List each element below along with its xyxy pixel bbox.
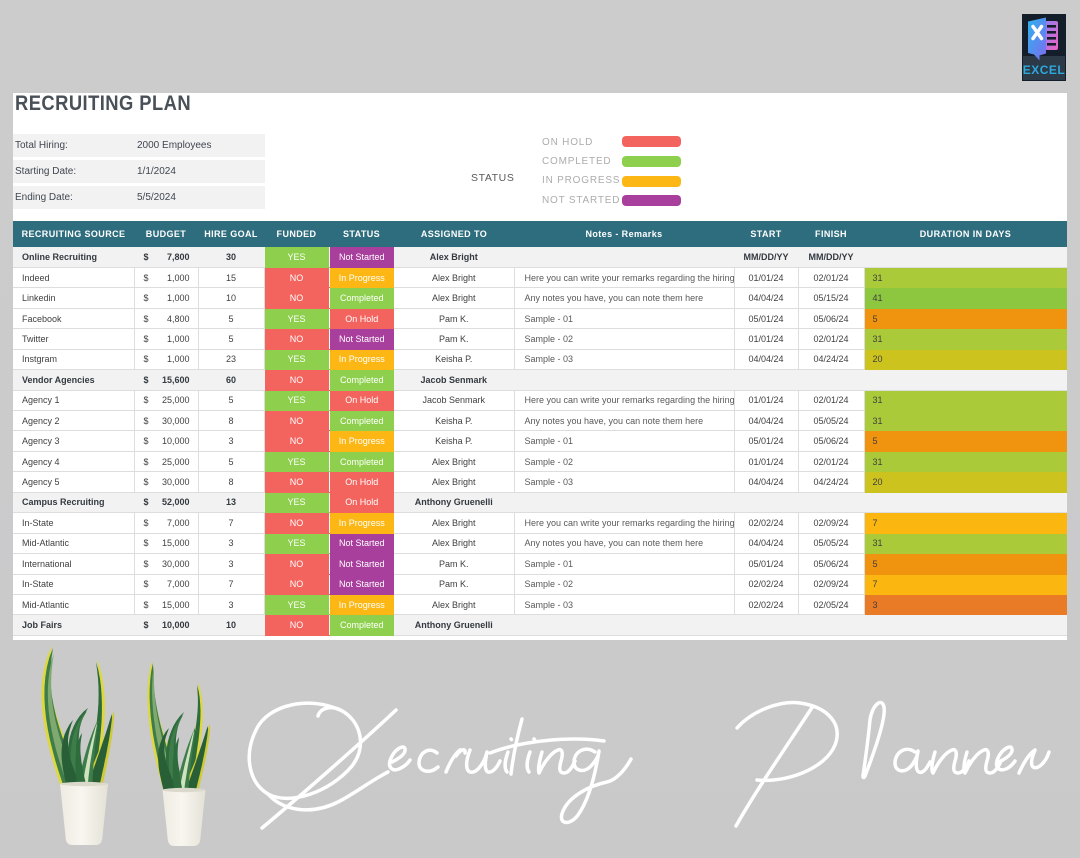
svg-text:EXCEL: EXCEL	[1023, 63, 1066, 77]
